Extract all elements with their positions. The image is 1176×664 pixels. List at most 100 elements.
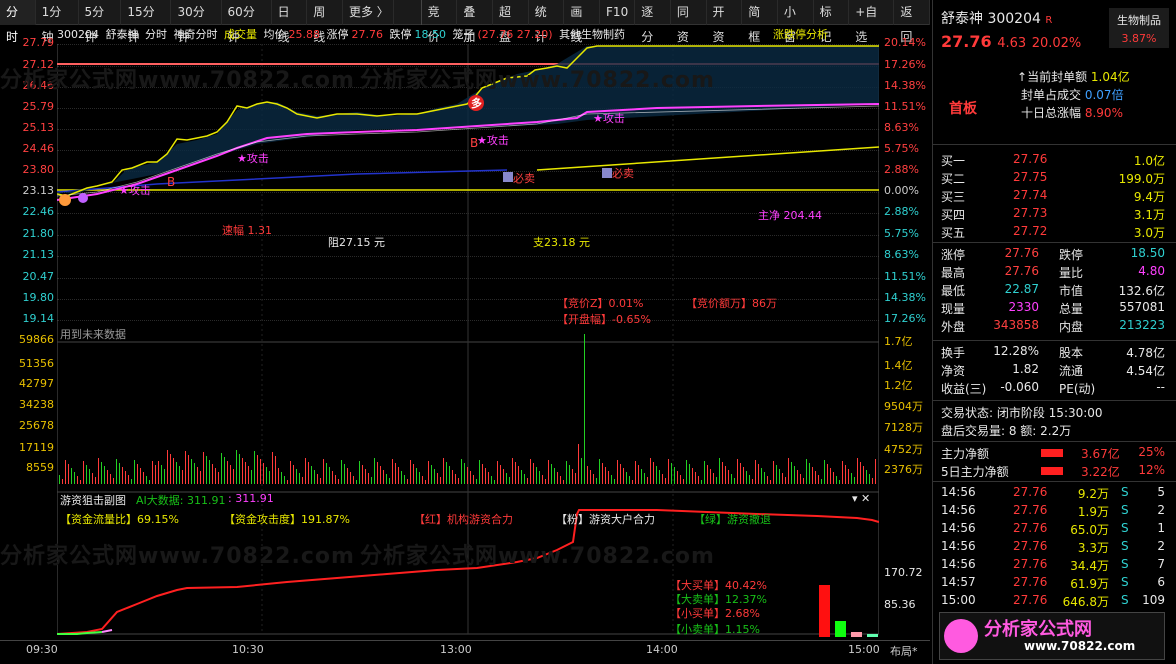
- volume-bar: [149, 480, 150, 484]
- tick-row: 14:57 27.76 61.9万 S 6: [941, 575, 1165, 591]
- price-axis: 27.79 27.12 26.46 25.79 25.13 24.46 23.80 23.13…: [0, 0, 54, 664]
- volume-bar: [356, 480, 357, 484]
- auction-amt-label: 【竞价额万】86万: [686, 297, 777, 310]
- volume-bar: [137, 464, 138, 484]
- volume-bar: [266, 467, 267, 484]
- volume-bar: [857, 458, 858, 484]
- tool-button[interactable]: +自选: [849, 0, 895, 44]
- volume-bar: [686, 460, 687, 484]
- volume-bar: [740, 463, 741, 484]
- volume-bar: [413, 464, 414, 484]
- volume-bar: [698, 476, 699, 484]
- more-marker-text: 多: [471, 96, 482, 110]
- volume-bar: [86, 465, 87, 484]
- sub-title[interactable]: 游资狙击副图: [60, 494, 126, 507]
- tool-button[interactable]: 逐分: [635, 0, 671, 44]
- volume-bar: [410, 460, 411, 484]
- amount-tick: 1.2亿: [884, 379, 913, 392]
- volume-bar: [479, 460, 480, 484]
- volume-tick: 34238: [19, 398, 54, 411]
- sell-marker-1: 必卖: [513, 172, 535, 185]
- volume-bar: [398, 467, 399, 484]
- volume-bar: [101, 462, 102, 484]
- sector-link[interactable]: 其他生物制药: [559, 28, 626, 41]
- analysis-button[interactable]: 涨跌停分析: [773, 28, 828, 41]
- board-badge: 首板: [949, 101, 977, 117]
- big-buy-label: 【大买单】40.42%: [670, 579, 767, 592]
- tool-button[interactable]: 统计: [529, 0, 565, 44]
- volume-bar: [371, 477, 372, 484]
- volume-tick: 17119: [19, 441, 54, 454]
- volume-bar: [758, 464, 759, 484]
- period-tab[interactable]: 30分钟: [171, 0, 222, 44]
- tool-button[interactable]: F10: [600, 0, 636, 25]
- volume-bar: [257, 455, 258, 484]
- stat-row: 最低 22.87 市值 132.6亿: [941, 282, 1165, 298]
- volume-bar: [467, 467, 468, 484]
- volume-bar: [353, 476, 354, 484]
- volume-bar: [329, 467, 330, 484]
- volume-bar: [197, 467, 198, 484]
- volume-bar: [170, 454, 171, 484]
- tool-button[interactable]: 同资: [671, 0, 707, 44]
- bid-row[interactable]: 买三 27.74 9.4万: [941, 188, 1165, 204]
- stat-row: 现量 2330 总量 557081: [941, 300, 1165, 316]
- volume-bar: [734, 478, 735, 484]
- period-tab[interactable]: 15分钟: [121, 0, 172, 44]
- chart-header: 300204 舒泰神 分时 神奇分时 成交量 均价 25.88 涨停 27.76 跌…: [57, 26, 877, 44]
- volume-bar: [305, 458, 306, 484]
- sector-box[interactable]: 生物制品 3.87%: [1109, 8, 1169, 48]
- tool-button[interactable]: 简框: [742, 0, 778, 44]
- sub-collapse-icon[interactable]: ▾ ✕: [852, 492, 871, 505]
- tool-button[interactable]: 超盘: [493, 0, 529, 44]
- volume-bar: [218, 472, 219, 484]
- volume-bar: [269, 471, 270, 484]
- bid-row[interactable]: 买一 27.76 1.0亿: [941, 152, 1165, 168]
- watermark-2: 分析家公式网www.70822.com: [360, 68, 715, 93]
- tool-button[interactable]: 画线: [564, 0, 601, 44]
- volume-bar: [818, 475, 819, 484]
- pct-tick: 20.14%: [884, 36, 926, 49]
- bid-row[interactable]: 买二 27.75 199.0万: [941, 170, 1165, 186]
- period-tab[interactable]: 更多 〉: [343, 0, 394, 25]
- volume-bar: [125, 471, 126, 484]
- future-data-note: 用到未来数据: [60, 328, 126, 341]
- period-tab[interactable]: 5分钟: [79, 0, 122, 44]
- period-tab[interactable]: 日线: [272, 0, 308, 44]
- tick-row: 14:56 27.76 1.9万 S 2: [941, 503, 1165, 519]
- layout-button[interactable]: 布局*: [890, 645, 918, 658]
- limit-up-value: 27.76: [351, 28, 384, 41]
- pct-tick: 17.26%: [884, 312, 926, 325]
- volume-bar: [728, 470, 729, 484]
- volume-bar: [122, 467, 123, 484]
- volume-bar: [404, 475, 405, 484]
- period-tab[interactable]: 60分钟: [222, 0, 272, 44]
- bid-row[interactable]: 买五 27.72 3.0万: [941, 224, 1165, 240]
- volume-bar: [92, 473, 93, 484]
- support-trend-line: [536, 146, 879, 171]
- tool-button[interactable]: 竞价: [420, 0, 458, 44]
- period-tab[interactable]: 周线: [307, 0, 343, 44]
- volume-bar: [377, 462, 378, 484]
- tool-button[interactable]: 叠加: [457, 0, 494, 44]
- volume-bar: [338, 479, 339, 484]
- volume-bar: [581, 458, 582, 484]
- stat-row: 最高 27.76 量比 4.80: [941, 264, 1165, 280]
- volume-bar: [659, 470, 660, 484]
- volume-bar: [134, 460, 135, 484]
- intraday-chart[interactable]: 多 B B ★攻击 ★攻击 ★攻击 ★攻击 必卖 必卖: [57, 44, 879, 644]
- bid-row[interactable]: 买四 27.73 3.1万: [941, 206, 1165, 222]
- volume-bar: [332, 471, 333, 484]
- period-tab[interactable]: 1分钟: [36, 0, 79, 44]
- tool-button[interactable]: 开资: [707, 0, 743, 44]
- main-net-label: 主净 204.44: [758, 209, 822, 222]
- volume-bar: [797, 470, 798, 484]
- volume-bar: [578, 444, 579, 484]
- volume-bar: [152, 461, 153, 484]
- indicator-name[interactable]: 神奇分时: [173, 28, 218, 41]
- tool-button[interactable]: 标记: [814, 0, 850, 44]
- tool-button[interactable]: 返回: [894, 0, 931, 44]
- period-tab[interactable]: 分时: [0, 0, 36, 44]
- volume-bar: [461, 459, 462, 484]
- tool-button[interactable]: 小窗: [778, 0, 814, 44]
